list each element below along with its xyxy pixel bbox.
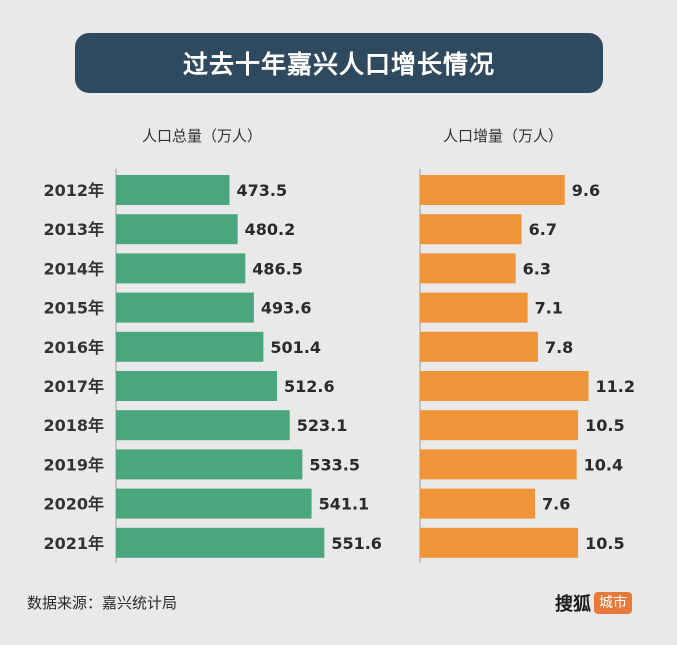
increase-value-label: 10.5 [585,534,624,553]
increase-bar [420,175,565,205]
category-label: 2017年 [43,377,104,396]
increase-value-label: 7.1 [535,299,563,318]
total-bar [116,214,238,245]
total-bar [116,331,264,362]
data-source-note: 数据来源：嘉兴统计局 [27,594,178,612]
increase-value-label: 7.6 [542,495,570,514]
brand-logo: 搜狐 城市 [555,590,632,616]
total-bar [116,527,325,558]
total-value-label: 523.1 [297,416,348,435]
category-label: 2015年 [43,299,104,318]
total-value-label: 493.6 [261,299,312,318]
total-bar [116,253,246,284]
total-value-label: 541.1 [319,495,370,514]
total-value-label: 533.5 [309,455,360,474]
increase-value-label: 10.5 [585,416,624,435]
total-bar [116,410,290,441]
increase-value-label: 6.7 [529,220,557,239]
increase-value-label: 10.4 [584,455,623,474]
total-value-label: 501.4 [270,338,321,357]
total-bar [116,449,303,480]
increase-value-label: 7.8 [545,338,573,357]
total-bar [116,371,277,401]
increase-bar [420,527,579,558]
increase-bar [420,253,516,284]
increase-value-label: 6.3 [523,259,551,278]
category-label: 2016年 [43,338,104,357]
increase-bar [420,410,579,441]
brand-name: 搜狐 [555,594,591,615]
title-banner: 过去十年嘉兴人口增长情况 [75,33,603,93]
category-label: 2014年 [43,259,104,278]
increase-bar [420,292,528,323]
increase-bar [420,331,538,362]
increase-bar [420,214,522,245]
total-panel-title: 人口总量（万人） [142,127,262,145]
brand-tag: 城市 [594,592,632,614]
increase-panel-title: 人口增量（万人） [443,127,563,145]
total-bar [116,175,230,205]
increase-value-label: 11.2 [596,377,635,396]
total-value-label: 473.5 [237,181,288,200]
category-label: 2021年 [43,534,104,553]
increase-bar [420,449,577,480]
total-bar [116,488,312,519]
chart-title: 过去十年嘉兴人口增长情况 [182,50,495,79]
increase-value-label: 9.6 [572,181,600,200]
total-value-label: 551.6 [331,534,382,553]
increase-bar [420,371,589,401]
total-value-label: 512.6 [284,377,335,396]
total-value-label: 486.5 [252,259,303,278]
total-bar [116,292,254,323]
total-value-label: 480.2 [245,220,296,239]
category-label: 2020年 [43,495,104,514]
increase-bar [420,488,536,519]
category-label: 2012年 [43,181,104,200]
category-label: 2013年 [43,220,104,239]
category-label: 2019年 [43,455,104,474]
category-label: 2018年 [43,416,104,435]
